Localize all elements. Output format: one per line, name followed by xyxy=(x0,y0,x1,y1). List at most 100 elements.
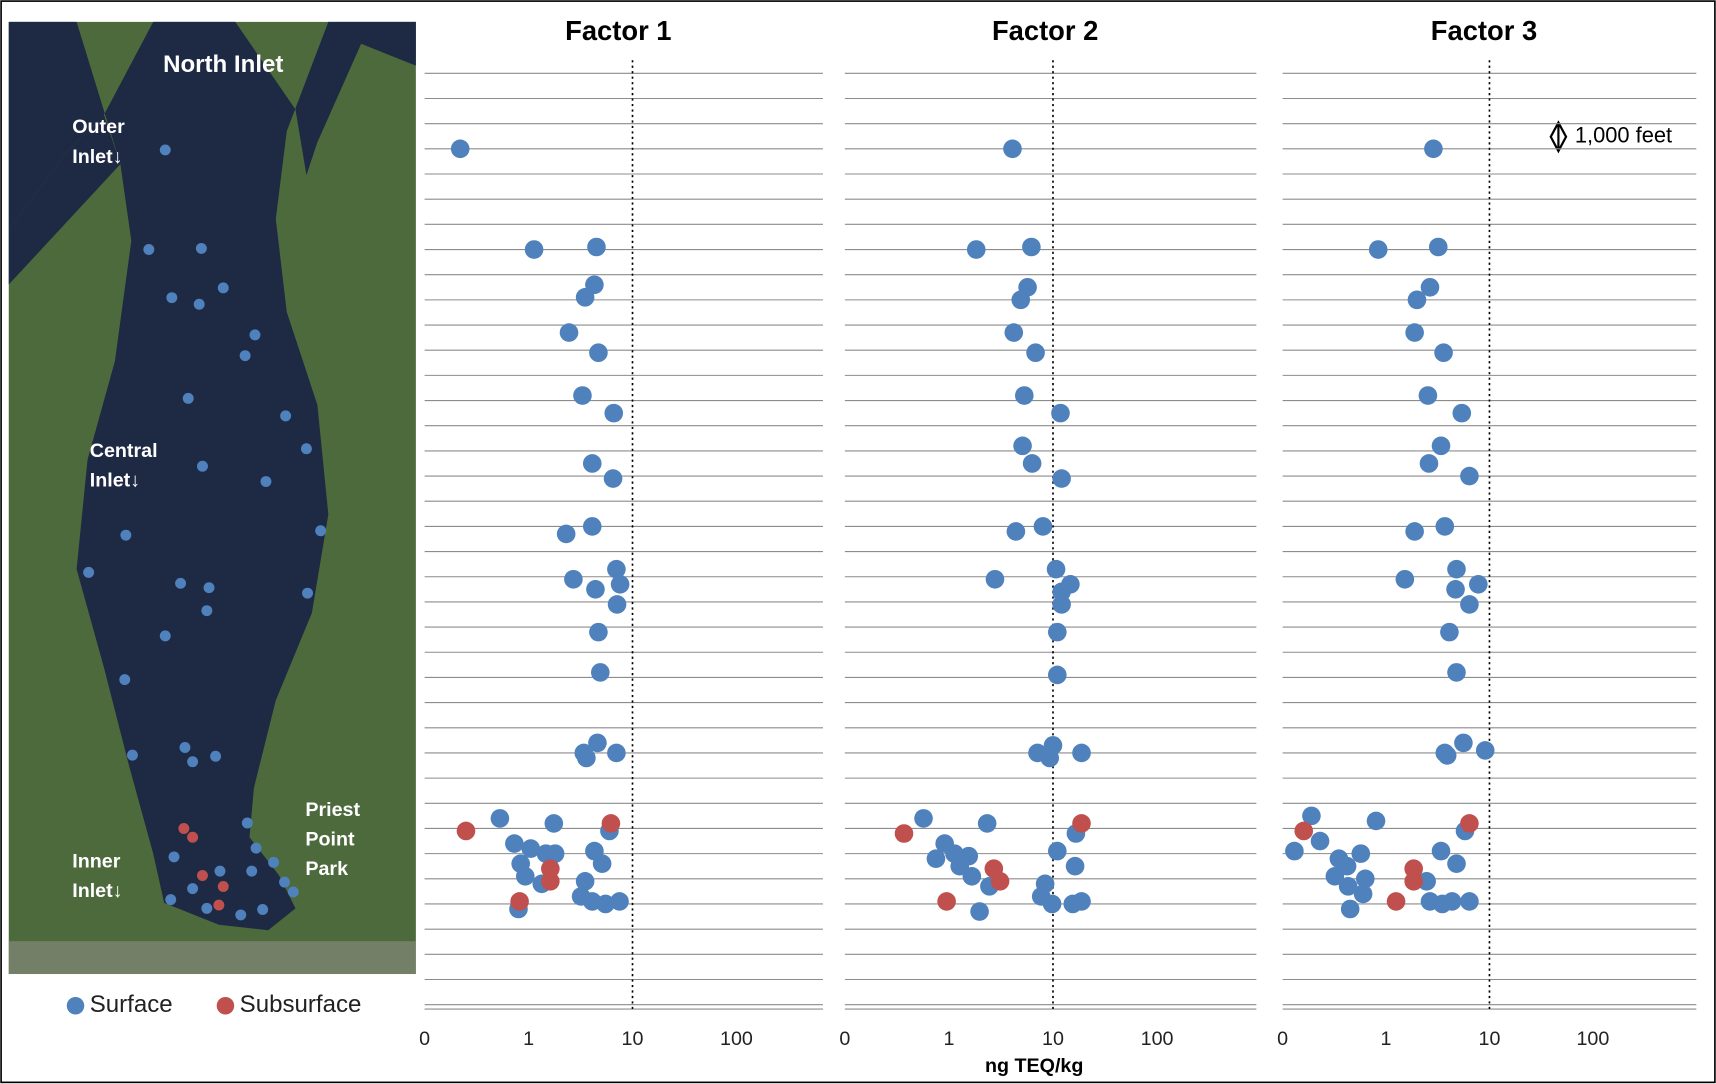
x-tick-label: 1 xyxy=(523,1028,534,1050)
data-point xyxy=(1043,895,1062,914)
data-point xyxy=(577,749,596,768)
data-point xyxy=(457,822,476,841)
data-point xyxy=(1285,842,1304,861)
data-point xyxy=(1013,437,1032,456)
data-point xyxy=(604,469,623,488)
data-point xyxy=(491,809,510,828)
data-point xyxy=(557,525,576,544)
data-point xyxy=(1447,560,1466,579)
data-point xyxy=(1294,822,1313,841)
data-point xyxy=(1440,623,1459,642)
data-point xyxy=(1469,575,1488,594)
data-point xyxy=(516,867,535,886)
data-point xyxy=(1003,140,1022,159)
x-tick-label: 1 xyxy=(943,1028,954,1050)
legend-swatch xyxy=(67,997,85,1015)
data-point xyxy=(589,623,608,642)
data-point xyxy=(1476,741,1495,760)
x-tick-label: 10 xyxy=(622,1028,644,1050)
data-point xyxy=(589,343,608,362)
data-point xyxy=(1066,857,1085,876)
data-point xyxy=(1023,454,1042,473)
data-point xyxy=(967,240,986,259)
x-tick-label: 0 xyxy=(839,1028,850,1050)
map-title: North Inlet xyxy=(163,51,283,78)
map-label: Priest xyxy=(305,799,360,821)
x-tick-label: 1 xyxy=(1381,1028,1392,1050)
data-point xyxy=(1452,404,1471,423)
data-point xyxy=(1052,595,1071,614)
x-tick-label: 100 xyxy=(1141,1028,1174,1050)
chart-title: Factor 1 xyxy=(565,15,671,46)
data-point xyxy=(1072,892,1091,911)
data-point xyxy=(573,386,592,405)
data-point xyxy=(1369,240,1388,259)
data-point xyxy=(583,454,602,473)
data-point xyxy=(1351,844,1370,863)
data-point xyxy=(1436,517,1455,536)
data-point xyxy=(914,809,933,828)
data-point xyxy=(583,517,602,536)
data-point xyxy=(1048,623,1067,642)
data-point xyxy=(927,849,946,868)
data-point xyxy=(610,892,629,911)
data-point xyxy=(991,872,1010,891)
scale-label: 1,000 feet xyxy=(1575,123,1672,148)
x-tick-label: 100 xyxy=(720,1028,753,1050)
data-point xyxy=(1051,404,1070,423)
data-point xyxy=(1047,560,1066,579)
data-point xyxy=(1072,744,1091,763)
map-label: Inlet↓ xyxy=(72,146,122,168)
data-point xyxy=(1460,814,1479,833)
data-point xyxy=(576,288,595,307)
map-town xyxy=(9,941,416,974)
x-tick-label: 0 xyxy=(419,1028,430,1050)
data-point xyxy=(1072,814,1091,833)
map: North Inlet xyxy=(9,22,416,974)
data-point xyxy=(1405,522,1424,541)
data-point xyxy=(1396,570,1415,589)
data-point xyxy=(1367,812,1386,831)
data-point xyxy=(505,834,524,853)
legend-label: Subsurface xyxy=(240,991,362,1018)
data-point xyxy=(525,240,544,259)
x-tick-label: 100 xyxy=(1576,1028,1609,1050)
x-tick-label: 10 xyxy=(1042,1028,1064,1050)
data-point xyxy=(1387,892,1406,911)
data-point xyxy=(1432,842,1451,861)
data-point xyxy=(1015,386,1034,405)
data-point xyxy=(1040,749,1059,768)
data-point xyxy=(1432,437,1451,456)
data-point xyxy=(937,892,956,911)
data-point xyxy=(1026,343,1045,362)
map-label: Outer xyxy=(72,116,125,138)
data-point xyxy=(1460,595,1479,614)
map-label: Inlet↓ xyxy=(72,880,122,902)
data-point xyxy=(1034,517,1053,536)
chart-title: Factor 3 xyxy=(1431,15,1537,46)
data-point xyxy=(1022,238,1041,257)
data-point xyxy=(1420,454,1439,473)
data-point xyxy=(1434,343,1453,362)
data-point xyxy=(895,824,914,843)
data-point xyxy=(1341,900,1360,919)
data-point xyxy=(970,902,989,921)
data-point xyxy=(1454,734,1473,753)
data-point xyxy=(1447,663,1466,682)
data-point xyxy=(591,663,610,682)
data-point xyxy=(564,570,583,589)
legend-swatch xyxy=(217,997,235,1015)
data-point xyxy=(451,140,470,159)
data-point xyxy=(1048,842,1067,861)
data-point xyxy=(1460,892,1479,911)
data-point xyxy=(560,323,579,342)
data-point xyxy=(587,238,606,257)
data-point xyxy=(1405,323,1424,342)
data-point xyxy=(611,575,630,594)
map-label: Inner xyxy=(72,851,120,873)
data-point xyxy=(1311,832,1330,851)
map-label: Inlet↓ xyxy=(90,470,140,492)
data-point xyxy=(510,892,529,911)
data-point xyxy=(1011,291,1030,310)
x-axis-title: ng TEQ/kg xyxy=(985,1055,1083,1077)
